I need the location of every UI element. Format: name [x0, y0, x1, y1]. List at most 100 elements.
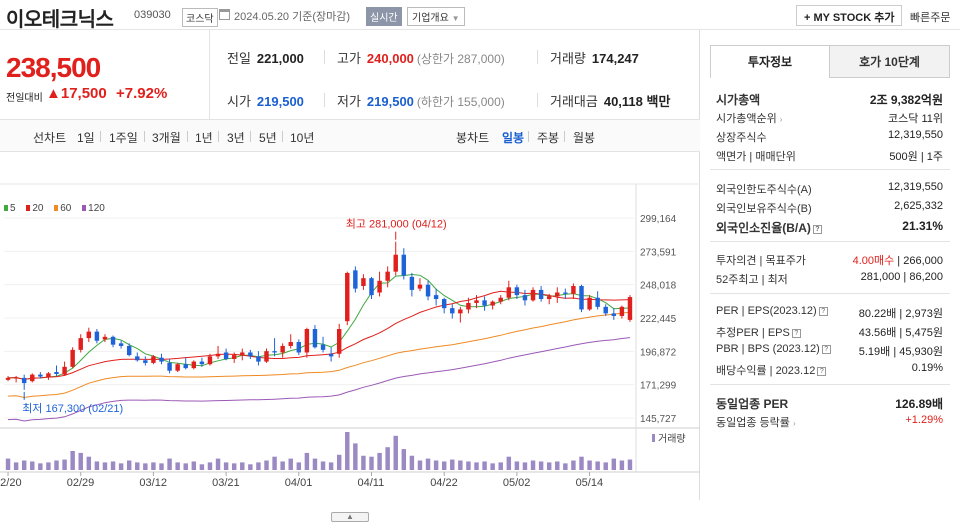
help-icon[interactable]: ? — [818, 307, 828, 316]
volume-bar — [46, 462, 51, 470]
candle-body — [627, 297, 633, 320]
help-icon[interactable]: ? — [821, 345, 831, 354]
price-change-percent: +7.92% — [116, 85, 168, 102]
quick-order-button[interactable]: 빠른주문 — [910, 12, 951, 24]
candle-weekly[interactable]: 주봉 — [537, 131, 560, 145]
help-icon[interactable]: ? — [812, 225, 822, 234]
realtime-button[interactable]: 실시간 — [366, 7, 402, 26]
candle-body — [231, 355, 237, 359]
candle-body — [272, 351, 277, 353]
lower-limit: (하한가 155,000) — [416, 95, 505, 109]
volume-bar — [256, 462, 261, 470]
legend-ma60: 60 — [54, 203, 71, 214]
volume-bar — [417, 460, 423, 470]
volume-bar — [482, 461, 487, 470]
volume: 거래량 174,247 — [550, 48, 639, 67]
volume-bar — [135, 462, 140, 470]
candle-body — [256, 356, 261, 362]
foreign-limit-label: 외국인한도주식수(A) — [716, 184, 812, 196]
stock-name: 이오테크닉스 — [6, 9, 114, 31]
period-1w[interactable]: 1주일 — [109, 131, 138, 145]
prev-close: 전일 221,000 — [227, 48, 304, 67]
volume-bar — [441, 461, 447, 470]
amount-label: 거래대금 — [550, 94, 598, 109]
candle-monthly[interactable]: 월봉 — [573, 131, 596, 145]
info-tabs: 투자정보 호가 10단계 — [710, 45, 950, 78]
candle-body — [143, 360, 148, 363]
candle-body — [296, 342, 302, 353]
help-icon[interactable]: ? — [817, 367, 827, 376]
candle-body — [433, 295, 439, 300]
candle-body — [377, 280, 382, 293]
volume-bar — [30, 461, 35, 470]
change-label: 전일대비 — [6, 93, 43, 104]
legend-label: 20 — [32, 203, 44, 214]
candle-body — [385, 271, 390, 281]
volume-bar — [587, 460, 592, 470]
candle-body — [183, 364, 188, 369]
period-10y[interactable]: 10년 — [290, 131, 315, 145]
candle-body — [78, 338, 83, 350]
candle-chart-label: 봉차트 — [456, 131, 490, 145]
volume-bar — [555, 461, 560, 470]
y-tick-label: 299,164 — [640, 214, 677, 225]
x-tick-label: 02/29 — [67, 477, 95, 489]
volume-value: 174,247 — [591, 51, 639, 66]
company-overview-button[interactable]: 기업개요 ▼ — [407, 7, 465, 26]
opinion-label: 투자의견 | 목표주가 — [716, 255, 806, 267]
chart-scroll-handle[interactable]: ▲ — [331, 512, 369, 522]
calendar-icon — [219, 9, 230, 20]
y-tick-label: 222,445 — [640, 314, 677, 325]
investment-info-panel: 투자정보 호가 10단계 시가총액 2조 9,382억원 시가총액순위 › 코스닥 … — [710, 45, 950, 435]
foreign-hold-row: 외국인보유주식수(B) 2,625,332 — [710, 197, 950, 216]
candle-body — [328, 353, 334, 357]
volume-bar — [13, 462, 19, 470]
add-my-stock-button[interactable]: + MY STOCK 추가 — [796, 5, 903, 26]
candle-body — [70, 349, 75, 367]
candle-body — [595, 297, 600, 307]
chevron-right-icon: › — [792, 419, 796, 428]
candle-body — [248, 352, 253, 357]
candle-daily[interactable]: 일봉 — [502, 131, 525, 145]
candle-body — [393, 254, 398, 272]
dividend-label: 배당수익률 | 2023.12 — [716, 365, 816, 377]
legend-label: 120 — [88, 203, 105, 214]
period-5y[interactable]: 5년 — [259, 131, 277, 145]
candle-body — [118, 343, 124, 346]
candle-body — [401, 254, 407, 276]
volume-bar — [70, 451, 75, 470]
open-label: 시가 — [227, 94, 251, 109]
chart-area[interactable]: 5 20 60 120 299,164 273,591 248,018 222,445… — [0, 152, 700, 500]
period-1d[interactable]: 1일 — [77, 131, 95, 145]
prev-close-value: 221,000 — [256, 51, 304, 66]
par-value-value: 500원 | 1주 — [889, 151, 943, 163]
volume-bar — [522, 462, 528, 470]
volume-bar — [102, 462, 108, 470]
line-chart-button[interactable]: 선차트 — [33, 131, 67, 145]
volume-bar — [506, 456, 512, 470]
volume-bar — [458, 460, 463, 470]
volume-bar — [5, 458, 11, 470]
divider — [710, 241, 950, 242]
candle-body — [223, 352, 229, 359]
period-3y[interactable]: 3년 — [227, 131, 245, 145]
period-1y[interactable]: 1년 — [195, 131, 213, 145]
candle-body — [167, 362, 172, 371]
period-3m[interactable]: 3개월 — [152, 131, 181, 145]
candle-body — [369, 278, 374, 296]
candle-body — [94, 331, 100, 341]
per-label: PER | EPS(2023.12) — [716, 305, 817, 317]
candle-body — [603, 306, 608, 314]
tab-investment-info[interactable]: 투자정보 — [710, 45, 830, 78]
high-annotation: 최고 281,000 (04/12) — [346, 218, 447, 231]
help-icon[interactable]: ? — [791, 329, 801, 338]
stock-chart: 299,164 273,591 248,018 222,445 196,872 171,2… — [0, 183, 700, 489]
volume-bar — [62, 459, 67, 470]
industry-per-label: 동일업종 PER — [716, 397, 789, 411]
candle-body — [5, 377, 11, 380]
candle-body — [215, 353, 221, 357]
ma60-line — [7, 311, 631, 399]
pbr-value: 5.19배 | 45,930원 — [858, 346, 943, 358]
tab-orderbook[interactable]: 호가 10단계 — [829, 45, 950, 78]
volume-bar — [78, 452, 83, 470]
